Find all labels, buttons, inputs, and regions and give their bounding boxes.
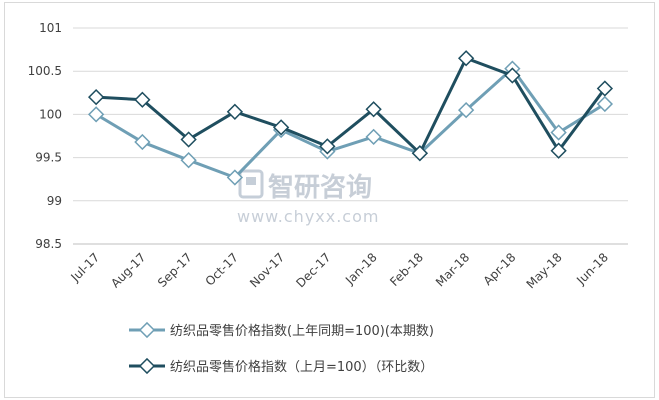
data-point (226, 103, 244, 120)
legend-item-1: 纺织品零售价格指数(上年同期=100)(本期数) (129, 321, 434, 339)
x-tick-label: Aug-17 (108, 250, 148, 290)
legend-item-2: 纺织品零售价格指数（上月=100）（环比数） (129, 357, 433, 375)
data-point (550, 142, 567, 159)
legend-label-2: 纺织品零售价格指数（上月=100）（环比数） (170, 359, 433, 375)
series-line (96, 56, 607, 155)
watermark-brand: 智研咨询 (268, 172, 372, 203)
data-point (504, 67, 521, 84)
chart-frame (4, 2, 655, 398)
data-point (596, 95, 614, 113)
watermark: 智研咨询 www.chyxx.com (237, 169, 379, 226)
data-point (87, 88, 105, 106)
x-tick-label: Jul-17 (68, 250, 103, 285)
y-tick-label: 99.5 (35, 151, 62, 165)
data-point (596, 80, 614, 97)
series-line (95, 67, 606, 179)
data-point (457, 50, 475, 67)
data-point (87, 106, 105, 123)
legend-marker-2 (138, 357, 156, 375)
y-tick-label: 98.5 (35, 237, 62, 251)
data-point (272, 119, 290, 136)
y-tick-label: 100.5 (28, 64, 62, 78)
x-tick-label: Nov-17 (247, 250, 287, 290)
data-point (457, 101, 475, 119)
watermark-logo-icon (238, 169, 264, 199)
x-axis-ticks: Jul-17 Aug-17 Sep-17 Oct-17 Nov-17 Dec-17 Jan-… (68, 250, 611, 291)
legend-label-1: 纺织品零售价格指数(上年同期=100)(本期数) (170, 323, 434, 339)
data-point (226, 169, 244, 186)
watermark-url: www.chyxx.com (237, 207, 379, 226)
data-point (365, 128, 382, 145)
legend: 纺织品零售价格指数(上年同期=100)(本期数) 纺织品零售价格指数（上月=10… (129, 321, 434, 375)
data-point (319, 138, 336, 155)
x-tick-label: Mar-18 (433, 250, 472, 289)
series-layer (87, 50, 614, 186)
x-tick-label: Jun-18 (573, 250, 611, 288)
data-point (550, 124, 567, 141)
data-point (411, 145, 429, 162)
x-tick-label: Jan-18 (342, 250, 380, 288)
x-tick-label: Feb-18 (387, 250, 426, 289)
x-tick-label: Sep-17 (155, 250, 195, 290)
data-point (365, 101, 382, 118)
data-point (134, 133, 151, 151)
x-tick-label: Apr-18 (481, 250, 519, 288)
y-tick-label: 101 (39, 21, 62, 35)
x-tick-label: Dec-17 (293, 250, 333, 290)
x-tick-label: Oct-17 (203, 250, 241, 288)
legend-marker-1 (138, 321, 156, 339)
series-1 (87, 60, 614, 186)
y-tick-label: 99 (47, 194, 62, 208)
series-2 (87, 50, 614, 162)
data-point (180, 131, 197, 148)
y-axis-ticks: 98.5 99 99.5 100 100.5 101 (28, 21, 62, 251)
x-tick-label: May-18 (524, 250, 565, 291)
data-point (134, 91, 151, 108)
y-tick-label: 100 (39, 107, 62, 121)
data-point (180, 152, 197, 169)
